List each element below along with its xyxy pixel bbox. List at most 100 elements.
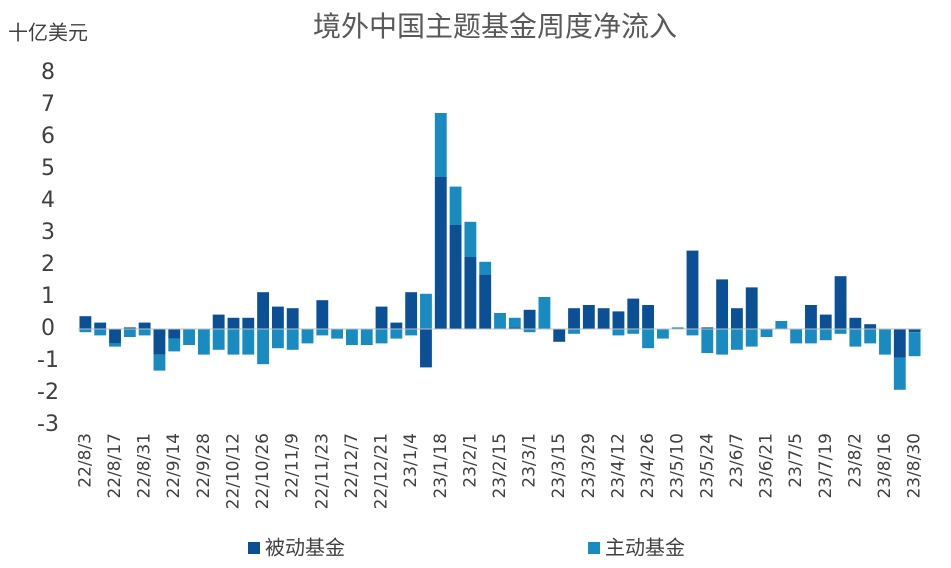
bar [879, 329, 891, 355]
bar [775, 321, 788, 329]
x-tick-label: 22/11/9 [283, 433, 303, 499]
bar [360, 329, 373, 345]
x-tick-label: 23/4/12 [608, 433, 628, 499]
bar [612, 329, 625, 336]
bar [893, 357, 906, 390]
y-tick-label: 0 [41, 316, 55, 341]
y-tick-label: 7 [41, 92, 55, 117]
legend-label: 主动基金 [605, 536, 685, 560]
x-tick-label: 22/10/26 [253, 433, 273, 509]
y-tick-label: 6 [41, 124, 55, 149]
bar [79, 316, 92, 329]
bar [834, 329, 847, 334]
bar [568, 329, 580, 334]
bar [227, 317, 240, 329]
x-tick-label: 22/9/14 [164, 433, 184, 499]
bar [479, 261, 492, 275]
x-tick-label: 22/11/23 [312, 433, 332, 509]
x-tick-label: 23/5/10 [668, 433, 688, 499]
x-tick-label: 23/3/15 [549, 433, 569, 499]
bar [568, 308, 580, 329]
bar [331, 329, 344, 339]
bar [390, 322, 403, 329]
x-tick-label: 23/4/26 [638, 433, 658, 499]
x-tick-label: 22/8/3 [75, 433, 95, 488]
bar [301, 329, 314, 344]
bar [849, 329, 862, 347]
y-tick-label: -3 [37, 412, 59, 437]
x-tick-label: 22/10/12 [223, 433, 243, 509]
x-tick-label: 22/8/31 [135, 433, 155, 499]
bar [138, 329, 151, 336]
bar [434, 177, 447, 329]
y-axis-label: 十亿美元 [8, 21, 88, 45]
bar [553, 329, 566, 342]
x-tick-label: 23/5/24 [697, 433, 717, 499]
y-tick-label: 1 [41, 284, 55, 309]
bar [730, 308, 743, 329]
bar [479, 274, 492, 329]
bar [745, 287, 758, 329]
x-tick-label: 22/12/21 [372, 433, 392, 509]
bar [656, 329, 669, 339]
bar [730, 329, 743, 350]
bar [642, 329, 654, 349]
bar [346, 329, 358, 345]
bar [123, 327, 136, 329]
x-tick-label: 23/1/18 [431, 433, 451, 499]
bar [390, 329, 403, 339]
y-tick-label: 2 [41, 252, 55, 277]
bar [893, 329, 906, 358]
bar [864, 329, 877, 344]
bar [420, 293, 432, 329]
x-tick-label: 23/8/30 [905, 433, 925, 499]
y-tick-label: 3 [41, 220, 55, 245]
bar [153, 354, 166, 371]
x-tick-label: 22/8/17 [105, 433, 125, 499]
bar [612, 311, 625, 329]
bar [271, 306, 284, 329]
y-tick-label: 4 [41, 188, 55, 213]
bar [523, 309, 536, 329]
bar [316, 300, 329, 329]
x-tick-label: 23/1/4 [401, 433, 421, 488]
bar [168, 338, 181, 352]
legend-label: 被动基金 [265, 536, 345, 560]
bar [819, 314, 832, 329]
bar [449, 225, 462, 329]
bar [805, 329, 817, 344]
bar [138, 322, 151, 329]
bar [538, 297, 551, 329]
bar [197, 329, 210, 355]
bar [123, 329, 136, 337]
bar [597, 308, 610, 329]
bar [864, 324, 877, 329]
bar [508, 327, 521, 329]
x-tick-label: 23/3/1 [520, 433, 540, 488]
bar [109, 329, 121, 344]
x-tick-label: 23/8/16 [875, 433, 895, 499]
bar [257, 292, 270, 329]
bar [212, 314, 225, 329]
bar [183, 329, 195, 345]
bar [849, 317, 862, 329]
bar [464, 221, 477, 257]
bar [627, 329, 640, 334]
bar [642, 305, 654, 329]
bar [94, 329, 107, 336]
y-tick-label: -2 [37, 380, 59, 405]
x-tick-label: 22/12/7 [342, 433, 362, 499]
bar [716, 329, 729, 355]
bar [79, 329, 92, 333]
legend-swatch [588, 542, 600, 554]
x-tick-label: 23/3/29 [579, 433, 599, 499]
bar [153, 329, 166, 355]
bar [745, 329, 758, 347]
x-tick-label: 23/7/5 [786, 433, 806, 488]
bar [494, 313, 506, 329]
bar [271, 329, 284, 349]
x-tick-label: 23/2/1 [460, 433, 480, 488]
bar [227, 329, 240, 355]
bar [242, 329, 255, 355]
